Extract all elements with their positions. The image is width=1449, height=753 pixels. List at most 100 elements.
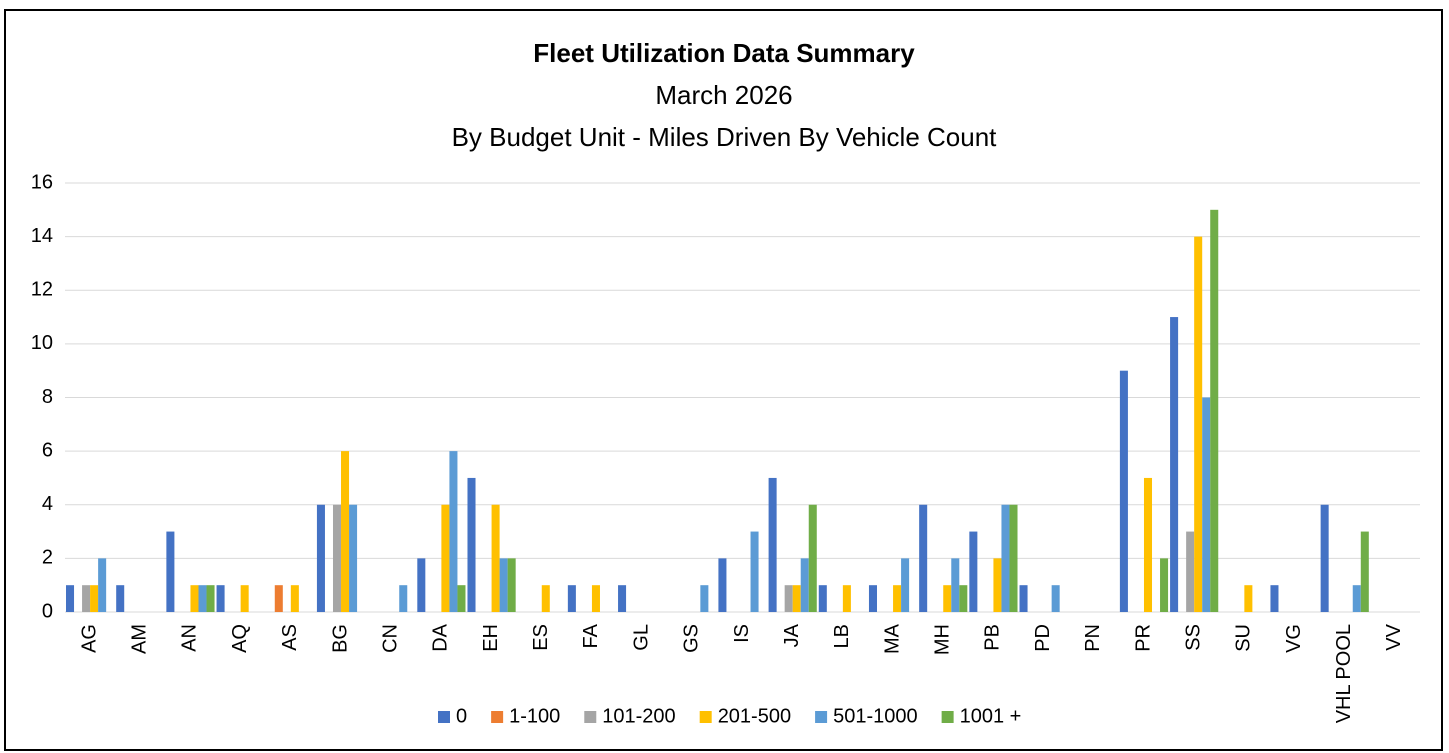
legend-swatch [815,711,828,723]
bar [467,477,476,612]
bar [993,558,1002,612]
y-tick-label: 14 [31,225,53,247]
legend-label: 201-500 [718,705,791,727]
bar [206,585,215,612]
bar [1019,585,1028,612]
x-tick-label: AM [129,624,151,654]
bar [1001,504,1010,612]
bar [1194,236,1203,612]
x-tick-label: VV [1383,623,1405,650]
x-tick-label: AN [179,624,201,652]
x-tick-label: EH [480,624,502,652]
bar [1210,209,1219,612]
x-tick-label: AS [279,624,301,651]
bar [919,504,928,612]
x-tick-label: PB [982,624,1004,651]
bar [784,585,793,612]
y-tick-label: 2 [42,547,53,569]
x-tick-label: DA [430,623,452,651]
bar [1009,504,1018,612]
bar [290,585,299,612]
x-tick-label: SS [1182,624,1204,651]
bar [1160,558,1169,612]
bar [82,585,91,612]
bar [1244,585,1253,612]
bar [316,504,325,612]
x-tick-label: AG [78,624,100,653]
legend-swatch [584,711,597,723]
bar [893,585,902,612]
bar [951,558,960,612]
x-tick-label: MA [881,623,903,654]
bar [417,558,426,612]
x-tick-label: VG [1283,624,1305,653]
bar [349,504,358,612]
legend-swatch [699,711,712,723]
bar [618,585,627,612]
bar [943,585,952,612]
y-tick-label: 12 [31,279,53,301]
bar [66,585,75,612]
x-tick-label: GL [630,624,652,651]
bar [240,585,249,612]
bar [541,585,550,612]
bar [959,585,968,612]
legend-swatch [491,711,504,723]
bar [808,504,817,612]
bar [768,477,777,612]
legend-label: 1001 + [960,705,1022,727]
bar [1119,370,1128,612]
bar [1051,585,1060,612]
x-tick-label: VHL POOL [1333,624,1355,723]
bar [842,585,851,612]
bar [1320,504,1329,612]
bar [901,558,910,612]
bar [1352,585,1361,612]
x-tick-label: BG [329,624,351,653]
bar [441,504,450,612]
bar [1186,531,1195,612]
y-tick-label: 4 [42,493,53,515]
x-tick-label: LB [831,624,853,648]
x-tick-label: SU [1233,624,1255,652]
y-tick-label: 8 [42,386,53,408]
x-tick-label: JA [781,623,803,647]
x-tick-label: FA [580,623,602,648]
bar [457,585,466,612]
x-tick-label: PN [1082,624,1104,652]
bar [792,585,801,612]
bar [399,585,408,612]
bar [274,585,283,612]
y-tick-label: 6 [42,439,53,461]
bar [90,585,99,612]
bar [1202,397,1211,612]
y-tick-label: 10 [31,332,53,354]
legend-label: 1-100 [509,705,560,727]
legend-swatch [438,711,450,723]
legend-swatch [941,711,954,723]
bar [116,585,125,612]
legend-label: 101-200 [602,705,675,727]
x-tick-label: ES [530,624,552,651]
bar [591,585,600,612]
bar [969,531,978,612]
bar [700,585,709,612]
bar [499,558,508,612]
x-tick-label: PD [1032,624,1054,652]
x-tick-label: PR [1132,624,1154,652]
x-tick-label: IS [731,624,753,643]
bar [1360,531,1369,612]
chart-subtitle: March 2026 [655,80,792,110]
bar [1170,317,1179,612]
bar [750,531,759,612]
bar [1270,585,1279,612]
bar [718,558,727,612]
bar [868,585,877,612]
x-tick-label: AQ [229,624,251,653]
bar [800,558,809,612]
x-tick-label: MH [932,624,954,655]
bar [507,558,516,612]
chart-subtitle: By Budget Unit - Miles Driven By Vehicle… [452,122,998,152]
legend-label: 0 [456,705,467,727]
